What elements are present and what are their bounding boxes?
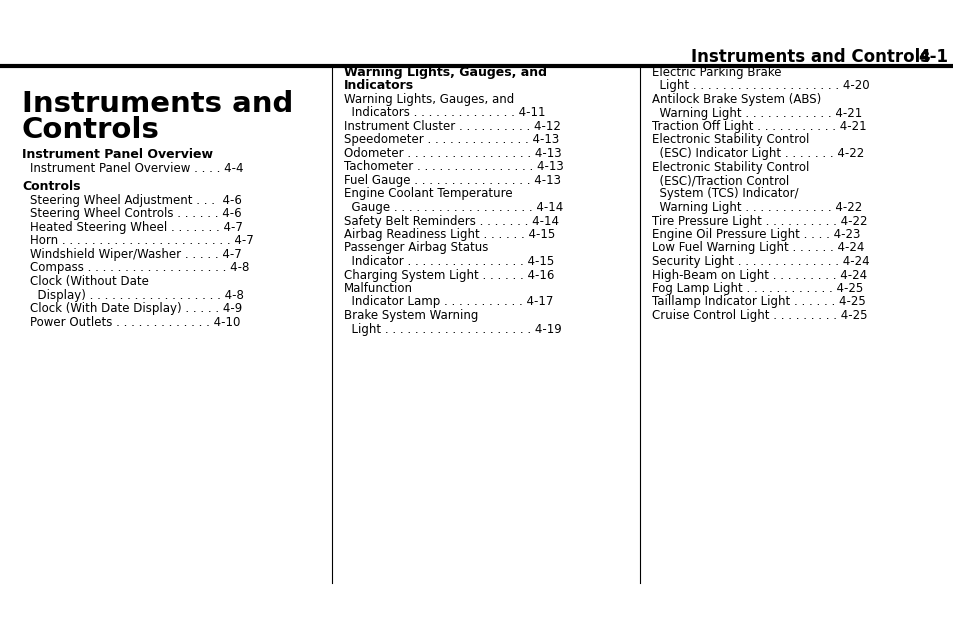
- Text: Clock (With Date Display) . . . . . 4-9: Clock (With Date Display) . . . . . 4-9: [30, 302, 242, 315]
- Text: Security Light . . . . . . . . . . . . . . 4-24: Security Light . . . . . . . . . . . . .…: [651, 255, 869, 268]
- Text: Instruments and Controls: Instruments and Controls: [690, 48, 929, 66]
- Text: (ESC) Indicator Light . . . . . . . 4-22: (ESC) Indicator Light . . . . . . . 4-22: [651, 147, 863, 160]
- Text: Instruments and: Instruments and: [22, 90, 294, 118]
- Text: Malfunction: Malfunction: [344, 282, 413, 295]
- Text: Warning Light . . . . . . . . . . . . 4-21: Warning Light . . . . . . . . . . . . 4-…: [651, 107, 862, 119]
- Text: Controls: Controls: [22, 116, 160, 144]
- Text: Low Fuel Warning Light . . . . . . 4-24: Low Fuel Warning Light . . . . . . 4-24: [651, 242, 863, 255]
- Text: Electronic Stability Control: Electronic Stability Control: [651, 161, 808, 174]
- Text: Fuel Gauge . . . . . . . . . . . . . . . . 4-13: Fuel Gauge . . . . . . . . . . . . . . .…: [344, 174, 560, 187]
- Text: Steering Wheel Adjustment . . .  4-6: Steering Wheel Adjustment . . . 4-6: [30, 194, 242, 207]
- Text: Speedometer . . . . . . . . . . . . . . 4-13: Speedometer . . . . . . . . . . . . . . …: [344, 133, 558, 147]
- Text: Light . . . . . . . . . . . . . . . . . . . . 4-20: Light . . . . . . . . . . . . . . . . . …: [651, 80, 869, 93]
- Text: Traction Off Light . . . . . . . . . . . 4-21: Traction Off Light . . . . . . . . . . .…: [651, 120, 865, 133]
- Text: Airbag Readiness Light . . . . . . 4-15: Airbag Readiness Light . . . . . . 4-15: [344, 228, 555, 241]
- Text: Steering Wheel Controls . . . . . . 4-6: Steering Wheel Controls . . . . . . 4-6: [30, 207, 241, 221]
- Text: Instrument Panel Overview . . . . 4-4: Instrument Panel Overview . . . . 4-4: [30, 162, 243, 175]
- Text: Warning Lights, Gauges, and: Warning Lights, Gauges, and: [344, 66, 546, 79]
- Text: Engine Coolant Temperature: Engine Coolant Temperature: [344, 188, 512, 200]
- Text: Antilock Brake System (ABS): Antilock Brake System (ABS): [651, 93, 821, 106]
- Text: Tachometer . . . . . . . . . . . . . . . . 4-13: Tachometer . . . . . . . . . . . . . . .…: [344, 161, 563, 174]
- Text: 4-1: 4-1: [917, 48, 947, 66]
- Text: Display) . . . . . . . . . . . . . . . . . . 4-8: Display) . . . . . . . . . . . . . . . .…: [30, 288, 244, 302]
- Text: Instrument Cluster . . . . . . . . . . 4-12: Instrument Cluster . . . . . . . . . . 4…: [344, 120, 560, 133]
- Text: Odometer . . . . . . . . . . . . . . . . . 4-13: Odometer . . . . . . . . . . . . . . . .…: [344, 147, 561, 160]
- Text: Safety Belt Reminders . . . . . . . 4-14: Safety Belt Reminders . . . . . . . 4-14: [344, 214, 558, 228]
- Text: Electric Parking Brake: Electric Parking Brake: [651, 66, 781, 79]
- Text: Warning Lights, Gauges, and: Warning Lights, Gauges, and: [344, 93, 514, 106]
- Text: High-Beam on Light . . . . . . . . . 4-24: High-Beam on Light . . . . . . . . . 4-2…: [651, 269, 866, 281]
- Text: System (TCS) Indicator/: System (TCS) Indicator/: [651, 188, 798, 200]
- Text: Indicators . . . . . . . . . . . . . . 4-11: Indicators . . . . . . . . . . . . . . 4…: [344, 107, 545, 119]
- Text: Power Outlets . . . . . . . . . . . . . 4-10: Power Outlets . . . . . . . . . . . . . …: [30, 316, 240, 329]
- Text: Controls: Controls: [22, 179, 80, 193]
- Text: Light . . . . . . . . . . . . . . . . . . . . 4-19: Light . . . . . . . . . . . . . . . . . …: [344, 322, 561, 336]
- Text: Charging System Light . . . . . . 4-16: Charging System Light . . . . . . 4-16: [344, 269, 554, 281]
- Text: Instrument Panel Overview: Instrument Panel Overview: [22, 148, 213, 161]
- Text: Indicator Lamp . . . . . . . . . . . 4-17: Indicator Lamp . . . . . . . . . . . 4-1…: [344, 295, 553, 309]
- Text: Fog Lamp Light . . . . . . . . . . . . 4-25: Fog Lamp Light . . . . . . . . . . . . 4…: [651, 282, 862, 295]
- Text: Taillamp Indicator Light . . . . . . 4-25: Taillamp Indicator Light . . . . . . 4-2…: [651, 295, 864, 309]
- Text: Electronic Stability Control: Electronic Stability Control: [651, 133, 808, 147]
- Text: (ESC)/Traction Control: (ESC)/Traction Control: [651, 174, 788, 187]
- Text: Horn . . . . . . . . . . . . . . . . . . . . . . . 4-7: Horn . . . . . . . . . . . . . . . . . .…: [30, 235, 253, 248]
- Text: Passenger Airbag Status: Passenger Airbag Status: [344, 242, 488, 255]
- Text: Warning Light . . . . . . . . . . . . 4-22: Warning Light . . . . . . . . . . . . 4-…: [651, 201, 862, 214]
- Text: Gauge . . . . . . . . . . . . . . . . . . . 4-14: Gauge . . . . . . . . . . . . . . . . . …: [344, 201, 562, 214]
- Text: Brake System Warning: Brake System Warning: [344, 309, 477, 322]
- Text: Tire Pressure Light . . . . . . . . . . 4-22: Tire Pressure Light . . . . . . . . . . …: [651, 214, 866, 228]
- Text: Engine Oil Pressure Light . . . . 4-23: Engine Oil Pressure Light . . . . 4-23: [651, 228, 860, 241]
- Text: Windshield Wiper/Washer . . . . . 4-7: Windshield Wiper/Washer . . . . . 4-7: [30, 248, 241, 261]
- Text: Cruise Control Light . . . . . . . . . 4-25: Cruise Control Light . . . . . . . . . 4…: [651, 309, 866, 322]
- Text: Compass . . . . . . . . . . . . . . . . . . . 4-8: Compass . . . . . . . . . . . . . . . . …: [30, 262, 249, 274]
- Text: Indicators: Indicators: [344, 79, 414, 92]
- Text: Clock (Without Date: Clock (Without Date: [30, 275, 149, 288]
- Text: Indicator . . . . . . . . . . . . . . . . 4-15: Indicator . . . . . . . . . . . . . . . …: [344, 255, 554, 268]
- Text: Heated Steering Wheel . . . . . . . 4-7: Heated Steering Wheel . . . . . . . 4-7: [30, 221, 243, 234]
